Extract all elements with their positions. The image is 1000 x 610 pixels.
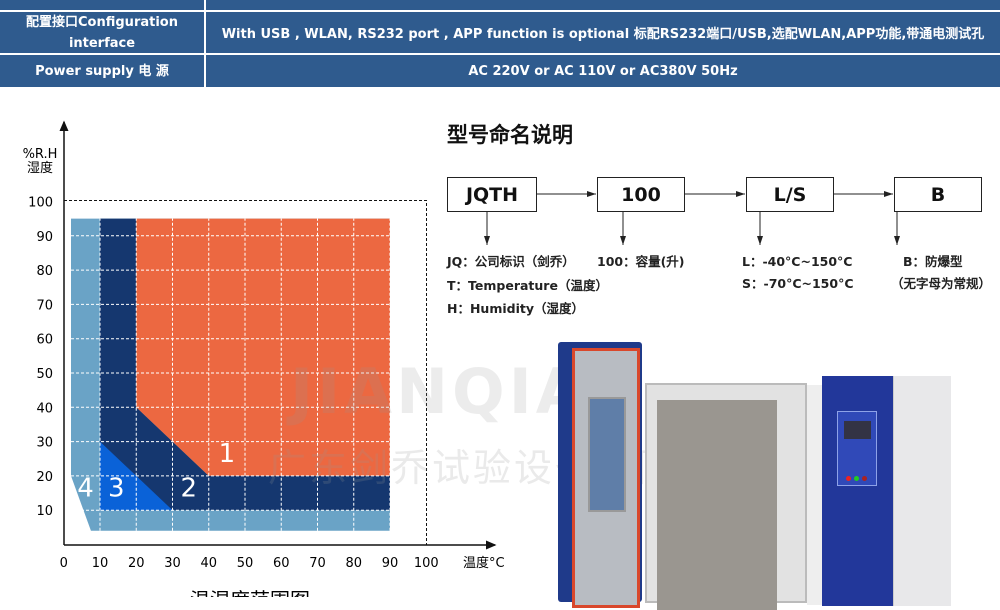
x-tick-label: 40 <box>200 556 217 571</box>
x-tick-label: 90 <box>382 556 399 571</box>
region-label: 2 <box>181 473 198 503</box>
temp-humidity-chart: 12 34 0 10 20 30 40 50 60 70 80 90 100 10 20 30 40 50 60 7… <box>23 120 505 597</box>
y-label: 湿度 <box>27 160 53 176</box>
note-b: B：防爆型 <box>903 254 963 269</box>
x-tick-label: 30 <box>164 556 181 571</box>
flow-arrows <box>484 191 900 245</box>
spec-row-partial <box>0 0 1000 10</box>
note-l: L：-40°C~150°C <box>742 254 853 269</box>
chamber-interior <box>645 383 807 610</box>
y-tick-label: 20 <box>36 470 53 485</box>
note-t: T：Temperature（温度） <box>447 278 608 293</box>
y-tick-label: 100 <box>28 196 53 211</box>
model-box-capacity: 100 <box>597 177 685 212</box>
x-tick-label: 60 <box>273 556 290 571</box>
spec-label: 配置接口Configuration interface <box>0 12 204 53</box>
chamber-image <box>550 340 951 610</box>
x-tick-label: 50 <box>237 556 254 571</box>
y-tick-label: 70 <box>36 298 53 313</box>
note-h: H：Humidity（湿度） <box>447 301 584 316</box>
x-tick-label: 10 <box>92 556 109 571</box>
spec-value: AC 220V or AC 110V or AC380V 50Hz <box>206 55 1000 87</box>
region-1 <box>136 218 390 476</box>
region-label: 3 <box>108 473 125 503</box>
limit-boundary <box>64 200 427 545</box>
control-panel <box>822 376 893 606</box>
y-tick-label: 30 <box>36 436 53 451</box>
y-label-unit: %R.H <box>23 147 58 162</box>
spec-value: With USB , WLAN, RS232 port , APP functi… <box>206 12 1000 53</box>
spec-row-configuration: 配置接口Configuration interface With USB , W… <box>0 12 1000 53</box>
x-tick-label: 80 <box>345 556 362 571</box>
y-tick-label: 80 <box>36 264 53 279</box>
y-tick-label: 10 <box>36 504 53 519</box>
x-label: 温度°C <box>463 555 505 571</box>
chamber-door <box>558 342 642 608</box>
chart-title: 温湿度范围图 <box>190 588 310 597</box>
note-b-default: （无字母为常规） <box>891 276 992 291</box>
y-tick-label: 60 <box>36 333 53 348</box>
note-s: S：-70°C~150°C <box>742 276 854 291</box>
region-label: 1 <box>219 439 236 469</box>
y-tick-label: 40 <box>36 401 53 416</box>
x-tick-label: 0 <box>60 556 68 571</box>
model-naming-title: 型号命名说明 <box>447 123 573 147</box>
y-tick-label: 50 <box>36 367 53 382</box>
note-capacity: 100：容量(升) <box>597 254 685 269</box>
model-box-jqth: JQTH <box>447 177 537 212</box>
note-jq: JQ：公司标识（剑乔） <box>447 254 575 269</box>
x-tick-label: 20 <box>128 556 145 571</box>
spec-label: Power supply 电 源 <box>0 55 204 87</box>
spec-row-power: Power supply 电 源 AC 220V or AC 110V or A… <box>0 55 1000 87</box>
model-box-b: B <box>894 177 982 212</box>
y-tick-label: 90 <box>36 230 53 245</box>
x-tick-label: 100 <box>414 556 439 571</box>
x-tick-label: 70 <box>309 556 326 571</box>
model-box-ls: L/S <box>746 177 834 212</box>
region-label: 4 <box>77 473 94 503</box>
